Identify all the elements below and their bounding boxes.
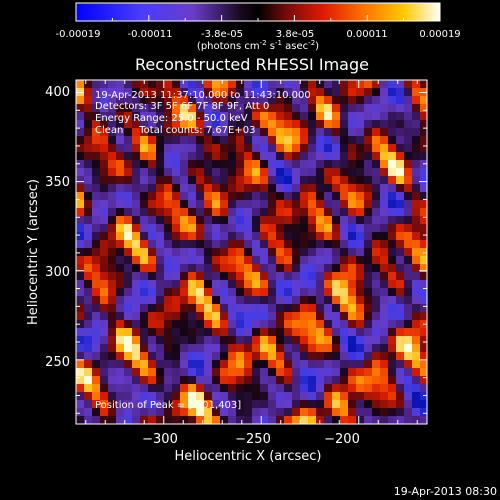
info-time-range: 19-Apr-2013 11:37:10.000 to 11:43:10.000 xyxy=(95,90,311,101)
chart-title: Reconstructed RHESSI Image xyxy=(135,55,369,74)
x-tick-label: −200 xyxy=(324,432,360,447)
info-detectors: Detectors: 3F 5F 6F 7F 8F 9F, Att 0 xyxy=(95,101,269,112)
x-tick-label: −300 xyxy=(142,432,178,447)
colorbar-tick-label: -3.8e-05 xyxy=(201,29,243,40)
colorbar-tick-label: 0.00011 xyxy=(346,29,387,40)
heatmap-image xyxy=(76,80,427,424)
y-tick-label: 300 xyxy=(45,265,70,280)
colorbar-unit-label: (photons cm-2 s-1 asec-2) xyxy=(197,39,319,52)
plot-frame xyxy=(75,79,428,425)
timestamp: 19-Apr-2013 08:30 xyxy=(394,485,497,498)
x-tick-label: −250 xyxy=(235,432,271,447)
y-tick-label: 350 xyxy=(45,175,70,190)
info-clean-counts: Clean Total counts: 7.67E+03 xyxy=(95,125,255,136)
x-axis-label: Heliocentric X (arcsec) xyxy=(175,449,322,464)
colorbar-tick-label: 3.8e-05 xyxy=(276,29,314,40)
colorbar-tick-label: 0.00019 xyxy=(419,29,460,40)
y-tick-label: 250 xyxy=(45,355,70,370)
peak-position-label: Position of Peak = [-301,403] xyxy=(95,400,241,411)
info-energy-range: Energy Range: 25.0 - 50.0 keV xyxy=(95,113,248,124)
colorbar-tick-label: -0.00011 xyxy=(128,29,173,40)
y-axis-label: Heliocentric Y (arcsec) xyxy=(26,179,41,325)
y-tick-label: 400 xyxy=(45,85,70,100)
colorbar-tick-label: -0.00019 xyxy=(56,29,101,40)
axis-tick-marks xyxy=(76,80,427,424)
colorbar-tick-marks xyxy=(75,15,441,21)
